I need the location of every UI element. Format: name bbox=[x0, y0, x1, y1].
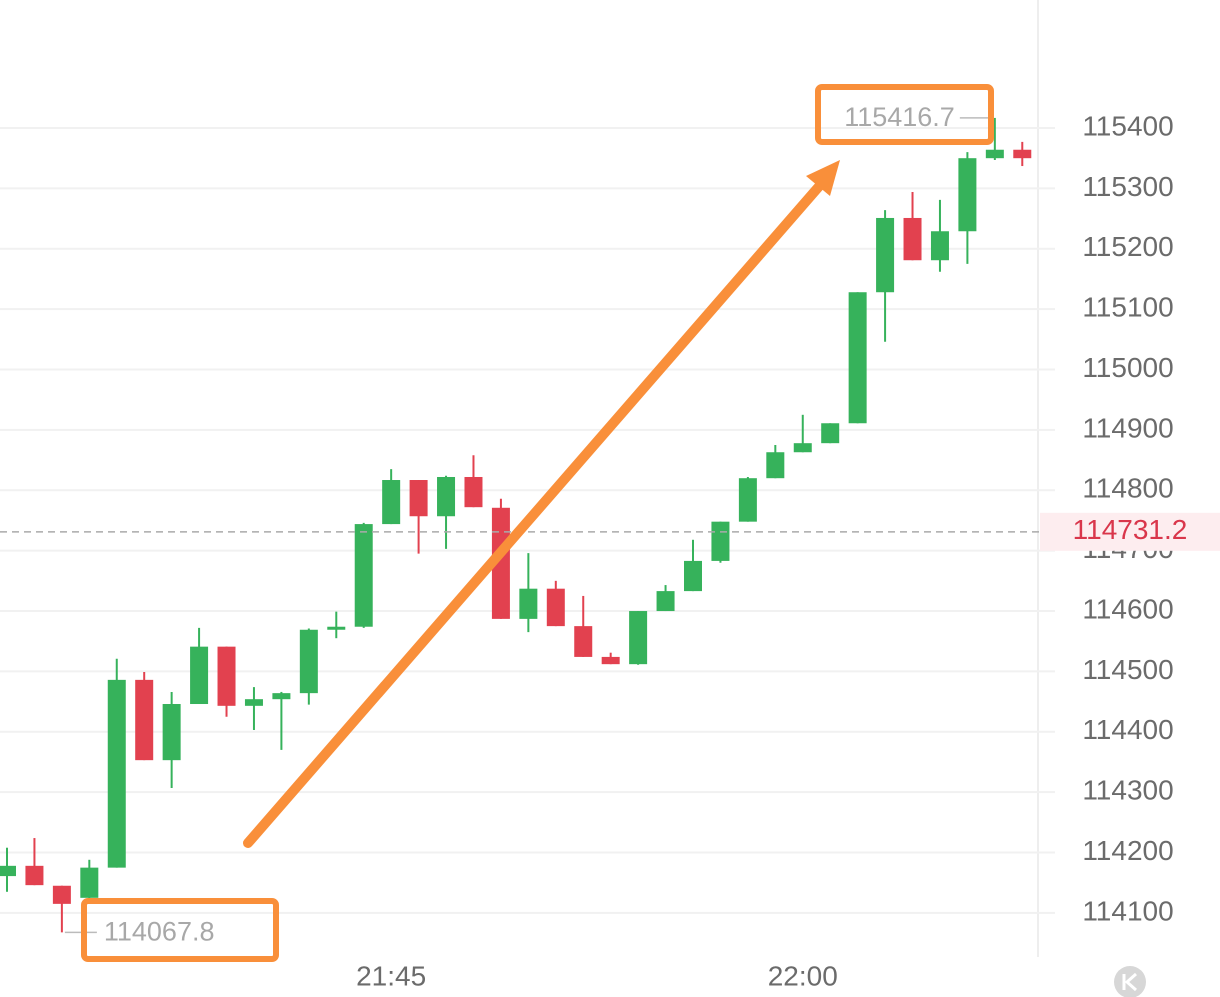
x-tick-label: 21:45 bbox=[356, 960, 426, 991]
candle-body bbox=[519, 588, 538, 619]
candle-body bbox=[848, 292, 867, 424]
y-tick-label: 115000 bbox=[1082, 352, 1173, 383]
candle-body bbox=[876, 217, 895, 293]
candle-body bbox=[272, 693, 291, 700]
y-tick-label: 115300 bbox=[1082, 171, 1173, 202]
max-label: 115416.7 bbox=[844, 102, 955, 132]
candle-body bbox=[958, 158, 977, 232]
candle-body bbox=[903, 217, 922, 261]
y-tick-label: 114500 bbox=[1082, 654, 1173, 685]
candle-body bbox=[821, 423, 840, 444]
candle-body bbox=[52, 885, 71, 904]
y-tick-label: 114400 bbox=[1082, 714, 1173, 745]
candle-body bbox=[0, 865, 16, 877]
y-tick-label: 114300 bbox=[1082, 775, 1173, 806]
y-tick-label: 114200 bbox=[1082, 835, 1173, 866]
grid: 1141001142001143001144001145001146001147… bbox=[0, 110, 1174, 991]
candle-body bbox=[382, 480, 401, 525]
y-tick-label: 114100 bbox=[1082, 895, 1173, 926]
candle-body bbox=[162, 704, 181, 761]
candle-body bbox=[244, 699, 263, 706]
candle-body bbox=[80, 867, 99, 898]
last-price-label: 114731.2 bbox=[1073, 514, 1188, 545]
trend-arrow bbox=[243, 160, 840, 848]
y-tick-label: 114600 bbox=[1082, 593, 1173, 624]
candle-body bbox=[574, 626, 593, 657]
candle-body bbox=[217, 646, 236, 706]
candle-body bbox=[491, 507, 510, 619]
candle-body bbox=[766, 452, 785, 479]
candle-body bbox=[601, 656, 620, 665]
candle-body bbox=[327, 626, 346, 630]
overlay: 114731.2 115416.7 114067.8 bbox=[0, 84, 1220, 962]
candle-body bbox=[738, 478, 757, 522]
candle-body bbox=[107, 679, 126, 868]
candle-body bbox=[25, 865, 44, 886]
candle-body bbox=[437, 476, 456, 517]
candle-body bbox=[546, 588, 565, 627]
candle-body bbox=[629, 611, 648, 665]
candle-body bbox=[190, 646, 209, 705]
y-tick-label: 114800 bbox=[1082, 473, 1173, 504]
y-tick-label: 115400 bbox=[1082, 110, 1173, 141]
candle-body bbox=[684, 560, 702, 592]
y-tick-label: 114900 bbox=[1082, 412, 1173, 443]
candle-body bbox=[793, 443, 812, 453]
y-tick-label: 115100 bbox=[1082, 292, 1173, 323]
arrow-head bbox=[806, 160, 840, 196]
candle-body bbox=[464, 476, 483, 508]
candle-body bbox=[299, 629, 318, 694]
candle-body bbox=[409, 480, 428, 517]
candle-body bbox=[1013, 149, 1032, 159]
k-circle[interactable] bbox=[1114, 966, 1146, 997]
candle-body bbox=[656, 591, 675, 612]
min-box bbox=[81, 898, 279, 962]
x-tick-label: 22:00 bbox=[768, 960, 838, 991]
candle-body bbox=[985, 149, 1004, 159]
y-tick-label: 115200 bbox=[1082, 231, 1173, 262]
candle-body bbox=[930, 231, 949, 261]
candle-body bbox=[135, 679, 154, 761]
k-button[interactable] bbox=[1114, 966, 1146, 997]
last-price-bg bbox=[1040, 512, 1220, 551]
candle-body bbox=[354, 524, 373, 627]
k-icon[interactable] bbox=[1122, 972, 1137, 992]
candles bbox=[0, 117, 1032, 933]
max-box bbox=[815, 84, 994, 145]
min-label: 114067.8 bbox=[104, 916, 215, 946]
arrow-line bbox=[243, 178, 827, 848]
candle-body bbox=[711, 521, 730, 561]
